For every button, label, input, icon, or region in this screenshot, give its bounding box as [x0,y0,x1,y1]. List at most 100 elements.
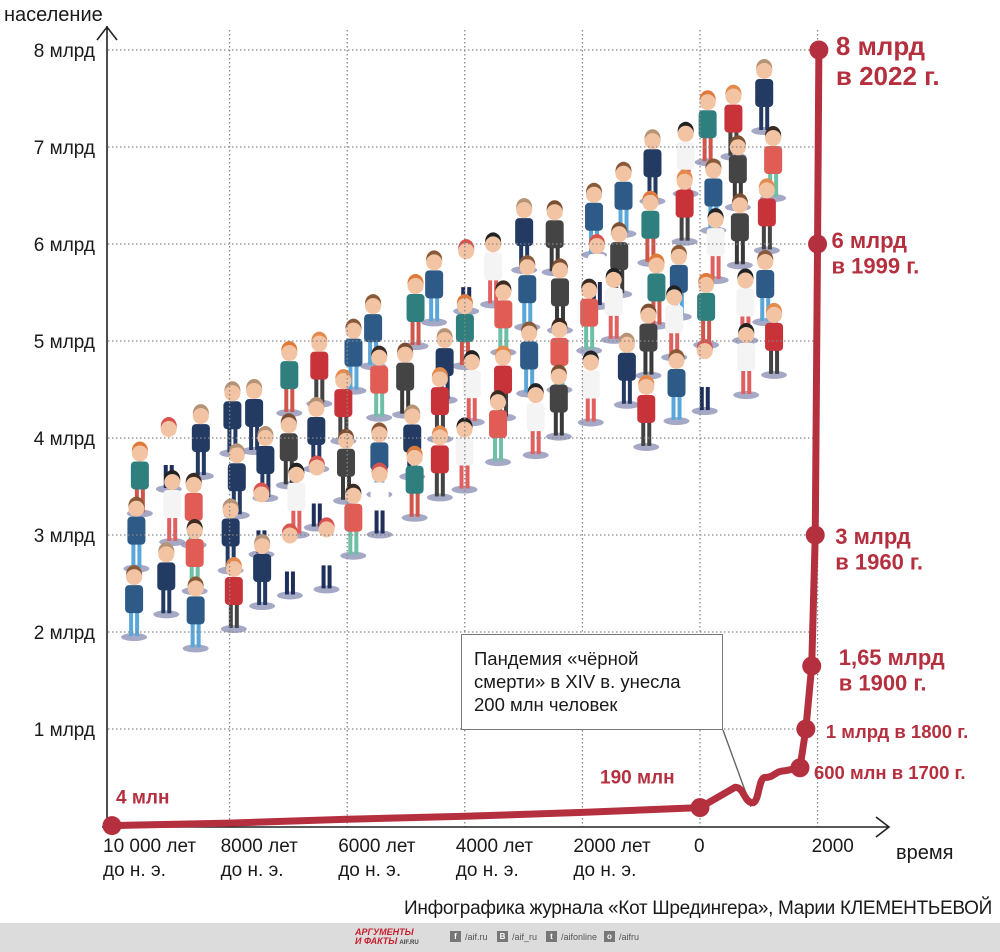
data-label: в 1999 г. [832,253,920,278]
person-figure [691,339,718,416]
person-figure [702,208,729,285]
data-label: 190 млн [600,768,675,789]
person-figure [306,331,333,408]
data-label: в 1900 г. [839,670,927,695]
data-points [102,40,829,836]
social-handle: /aif.ru [465,931,488,942]
social-link-odnoklassniki[interactable]: o /aifru [604,931,639,942]
annotation-line: Пандемия «чёрной [474,648,639,669]
x-tick-labels: 10 000 лет до н. э. 8000 лет до н. э. 6000 л… [103,836,854,881]
data-point [796,719,816,739]
person-figure [402,274,429,351]
person-figure [182,576,209,653]
person-figure [671,169,698,246]
social-link-facebook[interactable]: f /aif.ru [450,931,488,942]
odnoklassniki-icon: o [604,931,615,942]
data-label: 3 млрд [835,524,910,549]
population-line [108,46,823,830]
data-label: 1 млрд в 1800 г. [826,721,968,742]
person-figure [485,390,512,467]
social-handle: /aifru [619,931,640,942]
x-tick-label: 10 000 лет [103,836,196,857]
person-figure [276,523,303,600]
y-tick-label: 7 млрд [34,138,95,159]
person-figure [693,272,720,349]
person-figure [694,90,721,167]
y-tick-label: 2 млрд [34,623,95,644]
data-point [690,798,710,818]
y-axis-arrow-icon [96,25,118,41]
person-figure [761,302,788,379]
x-tick-sublabel: до н. э. [103,860,166,881]
x-axis-arrow-icon [875,816,891,838]
data-point [809,40,829,60]
annotation-line: смерти» в XIV в. унесла [474,671,681,692]
person-figure [545,364,572,441]
social-link-twitter[interactable]: t /aifonline [546,931,597,942]
person-figure [340,483,367,560]
person-figure [516,321,543,398]
infographic-credit: Инфографика журнала «Кот Шредингера», Ма… [404,898,992,919]
data-point [802,656,822,676]
person-figure [340,318,367,395]
person-figure [661,285,688,362]
person-figure [159,470,186,547]
logo-site: AIF.RU [399,940,419,946]
person-figure [522,383,549,460]
data-point [805,525,825,545]
x-axis-title: время [896,842,953,864]
y-tick-label: 5 млрд [34,332,95,353]
y-tick-labels: 1 млрд 2 млрд 3 млрд 4 млрд 5 млрд 6 млрд 7 мл… [34,41,95,741]
data-point [790,758,810,778]
x-tick-label: 8000 лет [221,836,299,857]
person-figure [313,517,340,594]
series-line [108,46,823,830]
y-axis-title: население [4,4,103,26]
person-figure [633,374,660,451]
person-figure [610,161,637,238]
y-tick-label: 1 млрд [34,720,95,741]
person-figure [751,58,778,135]
aif-logo[interactable]: АРГУМЕНТЫ И ФАКТЫ AIF.RU [355,928,419,948]
data-label: 6 млрд [832,228,907,253]
social-handle: /aif_ru [512,931,538,942]
person-figure [726,193,753,270]
person-figure [249,534,276,611]
person-figure [401,445,428,522]
data-label: 8 млрд [836,31,926,61]
data-point [102,816,122,836]
people-illustration [121,58,788,653]
x-tick-sublabel: до н. э. [456,860,519,881]
person-figure [366,345,393,422]
x-tick-sublabel: до н. э. [221,860,284,881]
person-figure [577,350,604,427]
y-tick-label: 8 млрд [34,41,95,62]
x-tick-label: 4000 лет [456,836,534,857]
person-figure [421,250,448,327]
data-labels: 4 млн 190 млн 600 млн в 1700 г. 1 млрд в 18… [116,31,968,809]
data-label: 4 млн [116,788,169,809]
data-point [808,234,828,254]
person-figure [426,425,453,502]
y-tick-label: 4 млрд [34,429,95,450]
person-figure [187,404,214,481]
twitter-icon: t [546,931,557,942]
data-label: 600 млн в 1700 г. [814,762,966,783]
person-figure [220,557,247,634]
facebook-icon: f [450,931,461,942]
y-tick-label: 3 млрд [34,526,95,547]
logo-line1: АРГУМЕНТЫ [355,927,414,937]
data-label: в 1960 г. [835,549,923,574]
person-figure [366,462,393,539]
axes [96,25,891,838]
data-label: 1,65 млрд [839,645,945,670]
x-tick-label: 2000 [812,836,854,857]
person-figure [153,542,180,619]
annotation-line: 200 млн человек [474,694,618,715]
social-link-vk[interactable]: B /aif_ru [497,931,537,942]
logo-line2: И ФАКТЫ [355,936,398,946]
person-figure [613,332,640,409]
x-tick-label: 0 [694,836,705,857]
person-figure [663,349,690,426]
